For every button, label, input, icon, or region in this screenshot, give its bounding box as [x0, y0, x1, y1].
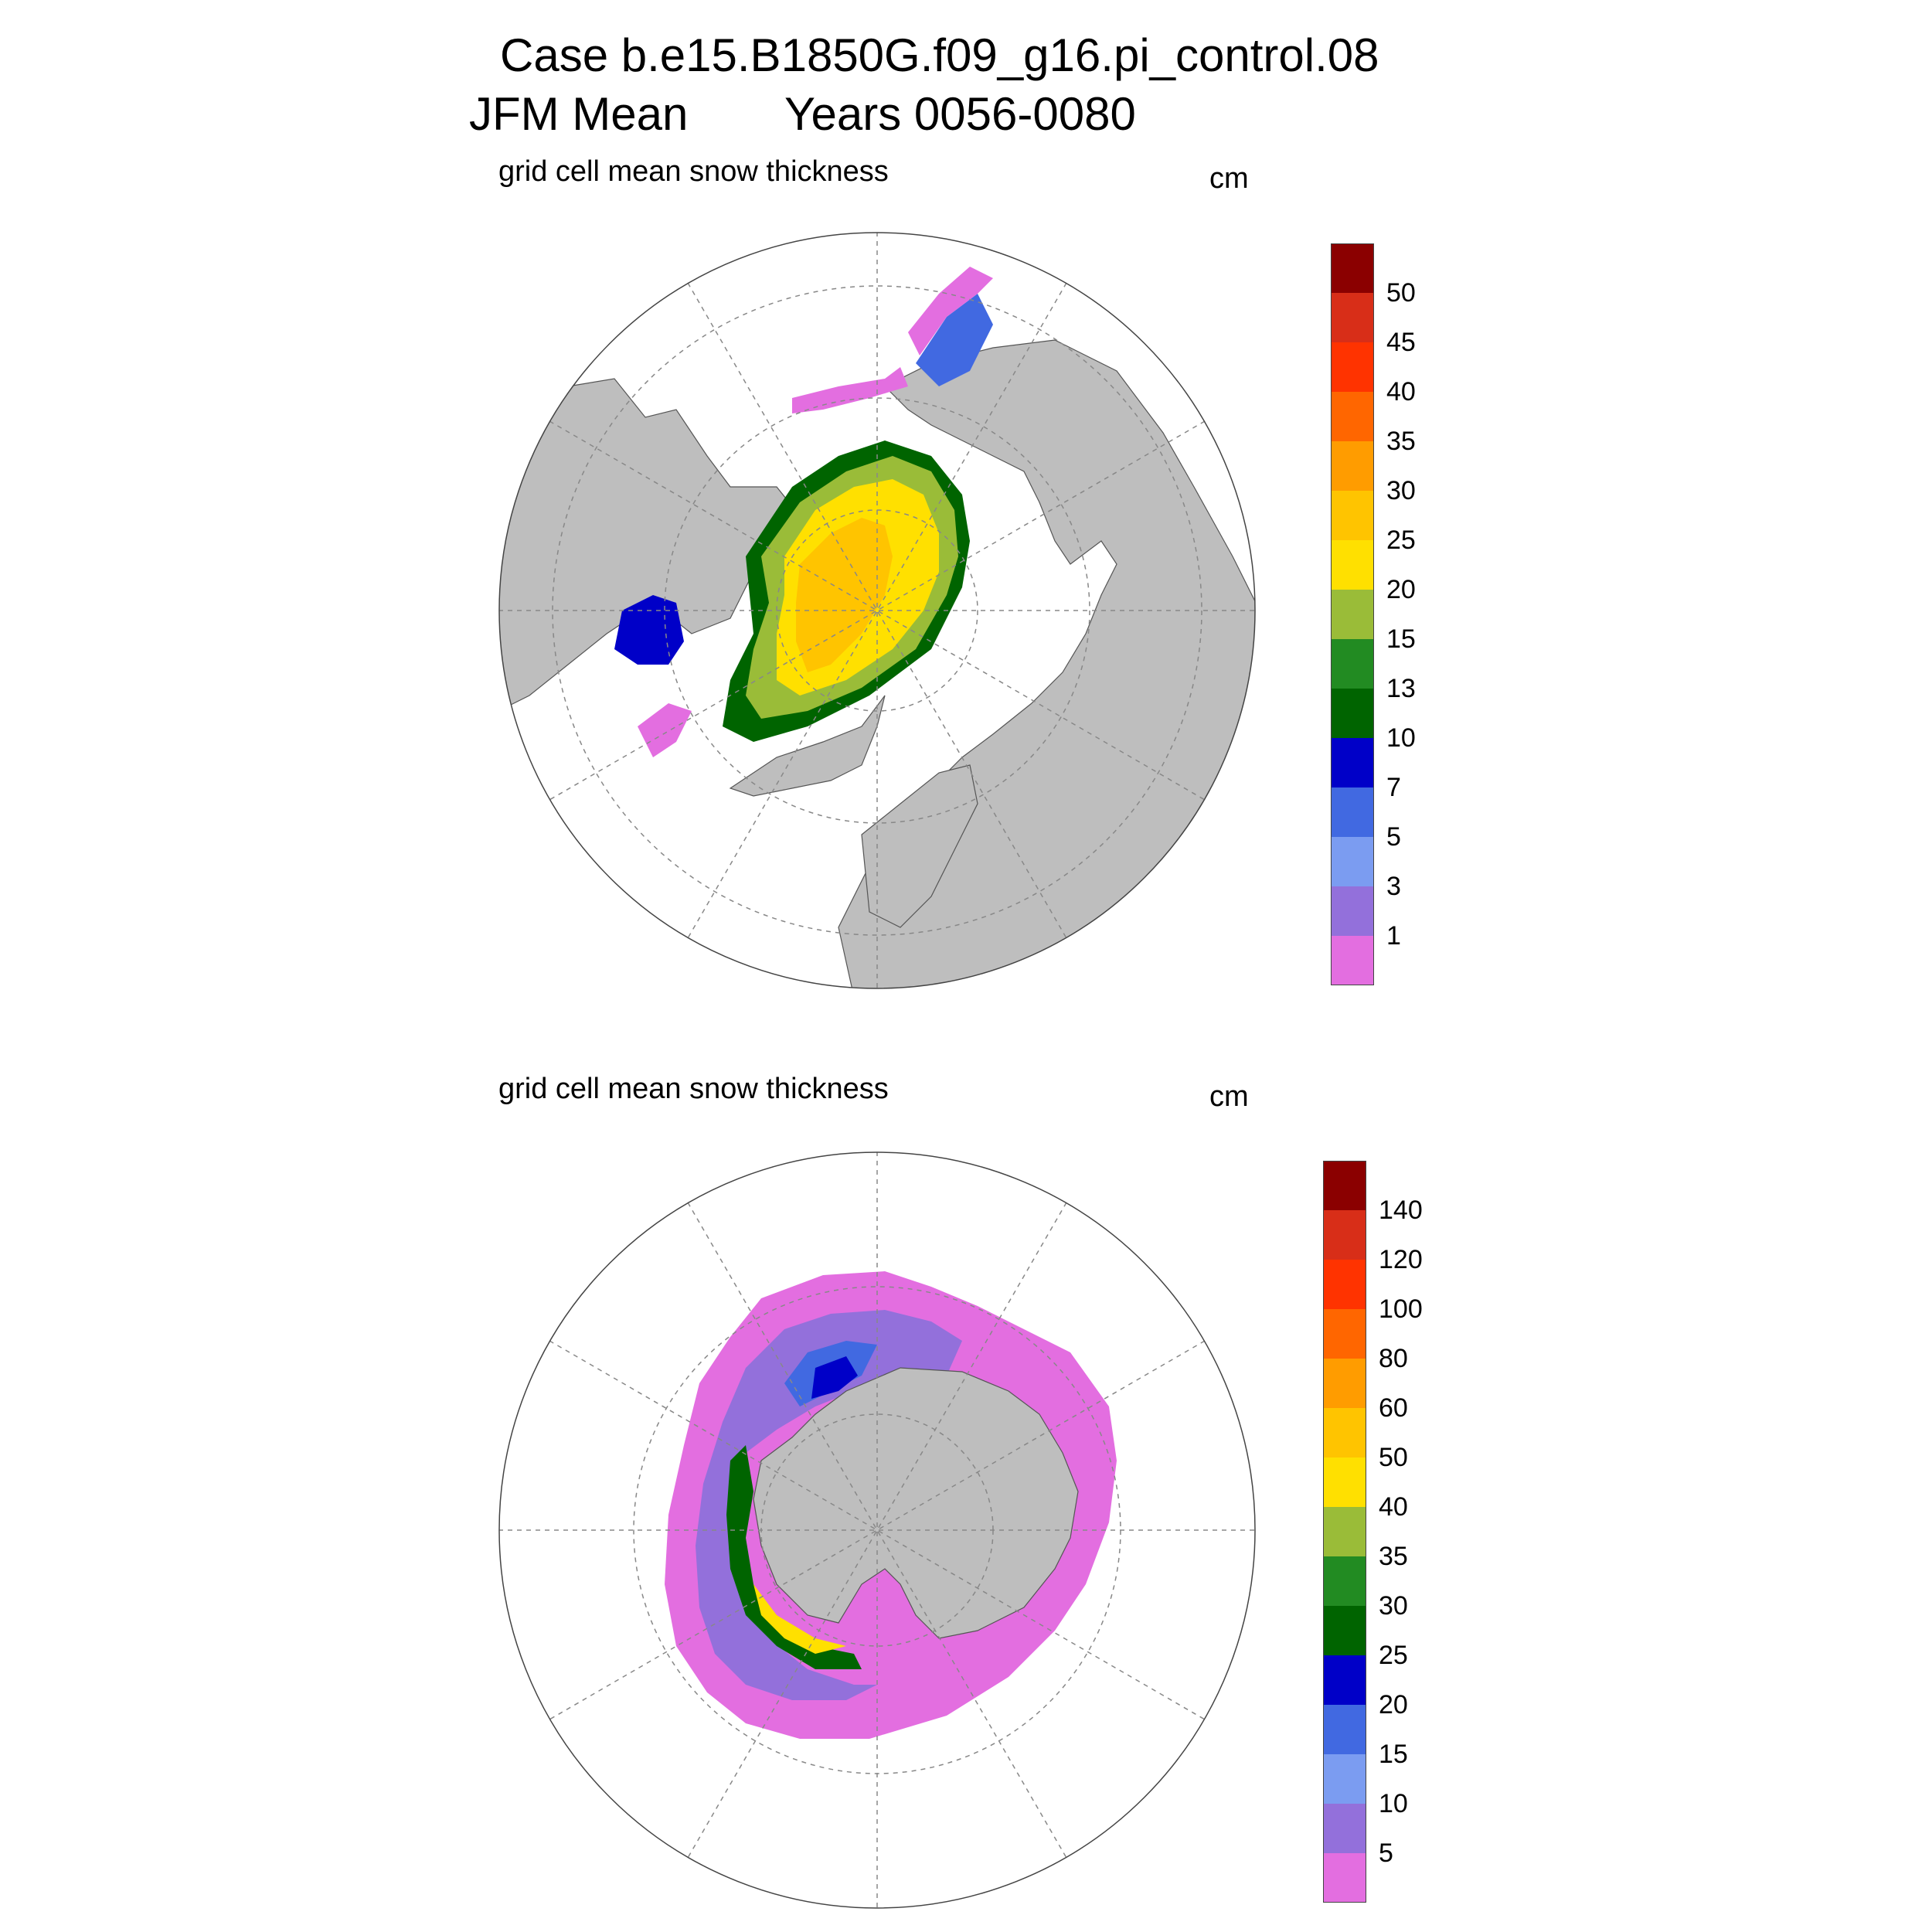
south-colorbar-swatch	[1323, 1853, 1366, 1903]
north-colorbar-label: 25	[1386, 526, 1416, 555]
north-colorbar-swatch	[1331, 342, 1374, 392]
north-panel-label: grid cell mean snow thickness	[498, 155, 889, 188]
north-units-label: cm	[1209, 162, 1249, 195]
south-colorbar-swatch	[1323, 1309, 1366, 1359]
south-land-antarctica	[753, 1367, 1079, 1639]
south-colorbar-swatch	[1323, 1804, 1366, 1853]
south-colorbar-label: 35	[1379, 1542, 1408, 1571]
south-colorbar-swatch	[1323, 1705, 1366, 1754]
north-colorbar-swatch	[1331, 689, 1374, 738]
south-panel-label: grid cell mean snow thickness	[498, 1073, 889, 1105]
south-colorbar-swatch	[1323, 1754, 1366, 1804]
south-graticule	[499, 1152, 1255, 1908]
north-colorbar-swatch	[1331, 491, 1374, 540]
north-colorbar-swatch	[1331, 392, 1374, 441]
south-colorbar-label: 20	[1379, 1690, 1408, 1719]
north-colorbar-label: 45	[1386, 328, 1416, 357]
north-colorbar-label: 1	[1386, 921, 1401, 951]
north-colorbar-swatch	[1331, 243, 1374, 293]
south-colorbar-swatch	[1323, 1458, 1366, 1507]
north-colorbar-swatch	[1331, 441, 1374, 491]
north-colorbar-label: 20	[1386, 575, 1416, 604]
south-colorbar-swatch	[1323, 1359, 1366, 1408]
south-colorbar-label: 140	[1379, 1196, 1423, 1225]
north-graticule	[499, 233, 1255, 988]
north-snow-hudson-bay	[614, 595, 684, 665]
south-snow-peninsula	[726, 1445, 862, 1669]
north-snow-bering	[792, 367, 908, 413]
south-colorbar-swatch	[1323, 1161, 1366, 1210]
south-colorbar-swatch	[1323, 1210, 1366, 1260]
south-colorbar-label: 40	[1379, 1492, 1408, 1522]
north-land-europe	[861, 764, 978, 928]
north-colorbar-label: 50	[1386, 278, 1416, 308]
north-colorbar-swatch	[1331, 293, 1374, 342]
north-colorbar-label: 35	[1386, 427, 1416, 456]
south-colorbar-swatch	[1323, 1260, 1366, 1309]
south-colorbar-label: 100	[1379, 1294, 1423, 1324]
south-colorbar-label: 5	[1379, 1838, 1393, 1868]
north-colorbar-label: 3	[1386, 872, 1401, 901]
plot-title-season: JFM Mean	[469, 88, 689, 140]
south-polar-map	[498, 1151, 1256, 1909]
north-colorbar-swatch	[1331, 936, 1374, 985]
south-colorbar-swatch	[1323, 1606, 1366, 1655]
north-colorbar-label: 10	[1386, 723, 1416, 753]
south-colorbar-swatch	[1323, 1408, 1366, 1458]
south-colorbar-label: 120	[1379, 1245, 1423, 1274]
north-colorbar-swatch	[1331, 837, 1374, 886]
north-snow-labrador	[638, 703, 692, 757]
plot-title-years: Years 0056-0080	[784, 88, 1136, 140]
north-colorbar-label: 40	[1386, 377, 1416, 406]
south-colorbar-swatch	[1323, 1507, 1366, 1556]
north-colorbar-swatch	[1331, 590, 1374, 639]
north-snow-orange	[796, 518, 893, 672]
south-units-label: cm	[1209, 1080, 1249, 1113]
north-colorbar-label: 15	[1386, 624, 1416, 654]
south-colorbar-label: 25	[1379, 1641, 1408, 1670]
south-snow-purple	[696, 1310, 962, 1700]
plot-title-case: Case b.e15.B1850G.f09_g16.pi_control.08	[500, 29, 1379, 81]
north-polar-map	[498, 232, 1256, 989]
north-colorbar-label: 13	[1386, 674, 1416, 703]
north-colorbar-swatch	[1331, 540, 1374, 590]
north-colorbar-label: 7	[1386, 773, 1401, 802]
north-snow-okhotsk	[916, 294, 993, 386]
south-snow-darkblue	[811, 1356, 858, 1399]
south-colorbar-swatch	[1323, 1556, 1366, 1606]
south-colorbar-label: 10	[1379, 1789, 1408, 1818]
north-colorbar-swatch	[1331, 738, 1374, 787]
south-colorbar-swatch	[1323, 1655, 1366, 1705]
south-colorbar-label: 15	[1379, 1740, 1408, 1769]
north-colorbar-label: 5	[1386, 822, 1401, 852]
south-snow-peninsula-yellow	[753, 1584, 846, 1654]
south-colorbar-label: 50	[1379, 1443, 1408, 1472]
north-colorbar-swatch	[1331, 639, 1374, 689]
south-colorbar-label: 80	[1379, 1344, 1408, 1373]
north-colorbar-swatch	[1331, 886, 1374, 936]
south-colorbar-label: 30	[1379, 1591, 1408, 1621]
north-snow-okhotsk-edge	[908, 267, 993, 355]
north-colorbar-label: 30	[1386, 476, 1416, 505]
north-colorbar-swatch	[1331, 787, 1374, 837]
south-colorbar-label: 60	[1379, 1393, 1408, 1423]
